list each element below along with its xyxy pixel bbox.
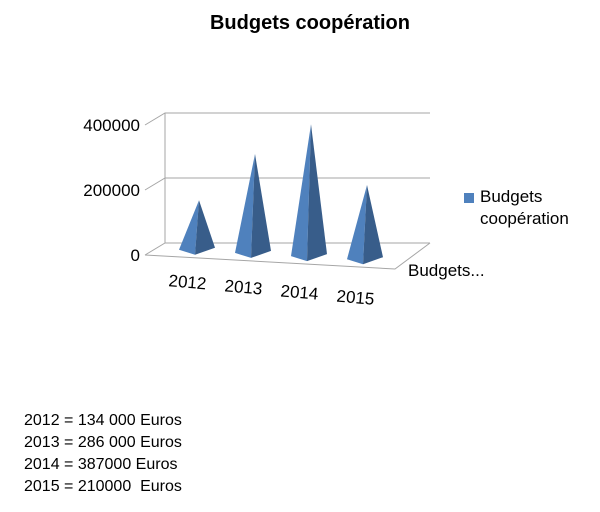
y-tick-label: 0 bbox=[131, 246, 140, 265]
budget-notes: 2012 = 134 000 Euros 2013 = 286 000 Euro… bbox=[24, 410, 182, 498]
pyramid-side-face bbox=[195, 200, 215, 255]
floor-edge bbox=[144, 242, 431, 270]
pyramid-side-face bbox=[307, 124, 327, 262]
gridline bbox=[144, 112, 430, 126]
pyramid-front-face bbox=[235, 153, 255, 258]
x-tick-label: 2013 bbox=[224, 276, 263, 298]
pyramid-front-face bbox=[179, 200, 199, 255]
pyramid-front-face bbox=[347, 184, 367, 265]
y-tick-label: 200000 bbox=[83, 181, 140, 200]
pyramid-side-face bbox=[251, 153, 271, 258]
x-tick-label: 2012 bbox=[168, 271, 207, 293]
gridline bbox=[144, 177, 430, 191]
note-line: 2012 = 134 000 Euros bbox=[24, 412, 182, 429]
note-line: 2015 = 210000 Euros bbox=[24, 478, 182, 495]
y-tick-label: 400000 bbox=[83, 116, 140, 135]
legend-swatch bbox=[464, 193, 474, 203]
pyramid-front-face bbox=[291, 124, 311, 262]
gridline bbox=[144, 242, 430, 256]
x-tick-label: 2014 bbox=[280, 281, 319, 303]
note-line: 2014 = 387000 Euros bbox=[24, 456, 178, 473]
legend-label: Budgets coopération bbox=[480, 187, 569, 228]
pyramid-side-face bbox=[363, 184, 383, 265]
depth-axis-label: Budgets... bbox=[408, 261, 485, 280]
chart-title: Budgets coopération bbox=[209, 12, 410, 34]
pyramid-chart: 400000 200000 0 2012 2013 2014 2015 Budgets... bbox=[83, 112, 485, 309]
x-tick-label: 2015 bbox=[336, 287, 375, 309]
note-line: 2013 = 286 000 Euros bbox=[24, 434, 182, 451]
